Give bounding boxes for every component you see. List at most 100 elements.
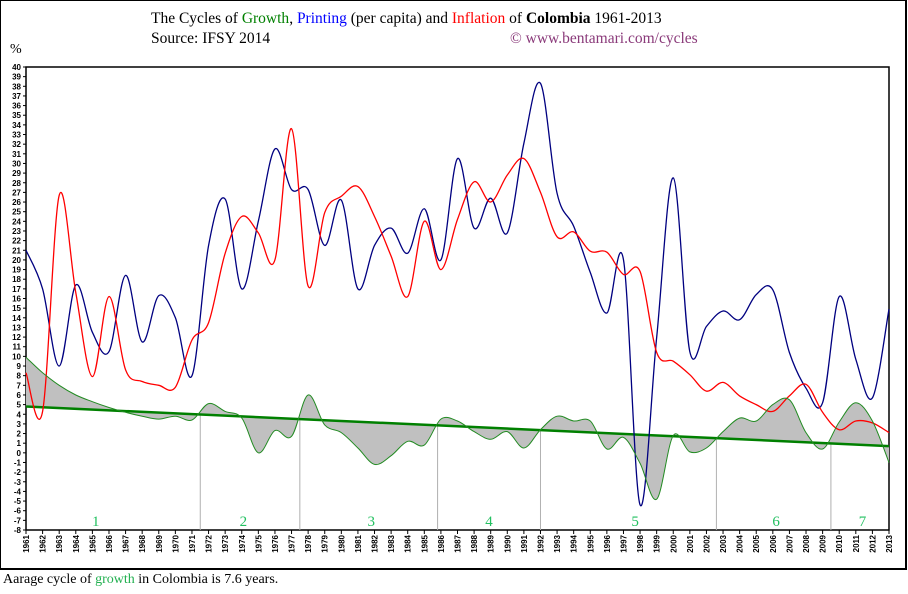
x-tick-label: 1990: [503, 534, 512, 552]
x-tick-label: 1971: [188, 534, 197, 552]
y-tick-label: 4: [17, 410, 22, 419]
x-tick-label: 2004: [736, 534, 745, 552]
y-tick-label: 30: [12, 159, 21, 168]
x-tick-label: 1980: [337, 534, 346, 552]
x-tick-label: 2012: [868, 534, 877, 552]
series-line-inflation: [25, 128, 890, 434]
chart-frame: [0, 0, 907, 570]
y-tick-label: 5: [17, 401, 22, 410]
y-tick-label: 17: [12, 285, 21, 294]
y-tick-label: 19: [12, 266, 21, 275]
y-tick-label: 34: [12, 121, 21, 130]
x-tick-label: 1964: [72, 534, 81, 552]
y-tick-label: -1: [14, 458, 22, 467]
x-tick-label: 2009: [819, 534, 828, 552]
x-tick-label: 1975: [254, 534, 263, 552]
x-tick-label: 2007: [785, 534, 794, 552]
x-tick-label: 1962: [39, 534, 48, 552]
x-tick-label: 1983: [387, 534, 396, 552]
y-tick-label: 9: [17, 362, 22, 371]
x-tick-label: 1976: [271, 534, 280, 552]
x-tick-label: 1992: [536, 534, 545, 552]
growth-trend-line: [25, 405, 890, 448]
cycle-label: 4: [485, 514, 493, 530]
y-tick-label: 28: [12, 179, 21, 188]
x-tick-label: 1963: [55, 534, 64, 552]
y-tick-label: -8: [14, 526, 22, 535]
x-tick-label: 1972: [205, 534, 214, 552]
x-tick-label: 1996: [603, 534, 612, 552]
y-tick-label: 20: [12, 256, 21, 265]
y-tick-label: 27: [12, 188, 21, 197]
x-tick-label: 1993: [553, 534, 562, 552]
x-tick-label: 1977: [288, 534, 297, 552]
y-tick-label: 38: [12, 82, 21, 91]
y-tick-label: 16: [12, 295, 21, 304]
x-tick-label: 1991: [520, 534, 529, 552]
copyright-link[interactable]: © www.bentamari.com/cycles: [510, 30, 698, 47]
y-tick-label: 33: [12, 131, 21, 140]
chart-title: The Cycles of Growth, Printing (per capi…: [151, 10, 662, 27]
x-tick-label: 1978: [304, 534, 313, 552]
y-tick-label: 10: [12, 352, 21, 361]
y-tick-label: 26: [12, 198, 21, 207]
y-tick-label: 14: [12, 314, 21, 323]
x-tick-label: 1998: [636, 534, 645, 552]
footer-note: Aarage cycle of growth in Colombia is 7.…: [3, 572, 279, 587]
y-tick-label: 21: [12, 246, 21, 255]
x-tick-label: 2000: [669, 534, 678, 552]
y-tick-label: 1: [17, 439, 22, 448]
x-tick-label: 2003: [719, 534, 728, 552]
cycle-label: 2: [240, 514, 248, 530]
y-tick-label: 2: [17, 430, 22, 439]
y-tick-label: 11: [13, 343, 22, 352]
y-tick-label: 0: [17, 449, 22, 458]
cycle-label: 6: [772, 514, 780, 530]
y-tick-label: -7: [14, 516, 22, 525]
x-tick-label: 1986: [437, 534, 446, 552]
x-tick-label: 2010: [835, 534, 844, 552]
x-tick-label: 1981: [354, 534, 363, 552]
y-tick-label: 35: [12, 111, 21, 120]
y-tick-label: 15: [12, 304, 21, 313]
cycle-label: 1: [92, 514, 100, 530]
x-tick-label: 1999: [653, 534, 662, 552]
x-tick-label: 2005: [752, 534, 761, 552]
x-tick-label: 1973: [221, 534, 230, 552]
x-tick-label: 1969: [155, 534, 164, 552]
y-tick-label: -3: [14, 478, 22, 487]
y-tick-label: 31: [12, 150, 21, 159]
x-tick-label: 1994: [570, 534, 579, 552]
x-tick-label: 2002: [702, 534, 711, 552]
y-tick-label: 40: [12, 63, 21, 72]
y-tick-label: 25: [12, 208, 21, 217]
source-label: Source: IFSY 2014: [151, 30, 271, 47]
y-tick-label: 39: [12, 73, 21, 82]
x-tick-label: 1970: [171, 534, 180, 552]
cycle-label: 3: [367, 514, 375, 530]
y-tick-label: 3: [17, 420, 22, 429]
x-tick-label: 1995: [586, 534, 595, 552]
x-tick-label: 1987: [454, 534, 463, 552]
x-tick-label: 1984: [404, 534, 413, 552]
y-tick-label: -6: [14, 507, 22, 516]
x-tick-label: 1967: [122, 534, 131, 552]
y-tick-label: 29: [12, 169, 21, 178]
y-tick-label: 32: [12, 140, 21, 149]
x-tick-label: 2011: [852, 534, 861, 552]
x-tick-label: 1985: [420, 534, 429, 552]
x-tick-label: 1982: [371, 534, 380, 552]
y-tick-label: 36: [12, 102, 21, 111]
x-tick-label: 2008: [802, 534, 811, 552]
series-line-printing: [25, 81, 890, 507]
x-tick-label: 1979: [321, 534, 330, 552]
cycle-label: 7: [859, 514, 867, 530]
x-tick-label: 1997: [619, 534, 628, 552]
x-tick-label: 1988: [470, 534, 479, 552]
y-tick-label: 6: [17, 391, 22, 400]
y-tick-label: 18: [12, 275, 21, 284]
y-tick-label: -5: [14, 497, 22, 506]
y-tick-label: 12: [12, 333, 21, 342]
y-tick-label: 24: [12, 217, 21, 226]
x-tick-label: 1965: [88, 534, 97, 552]
